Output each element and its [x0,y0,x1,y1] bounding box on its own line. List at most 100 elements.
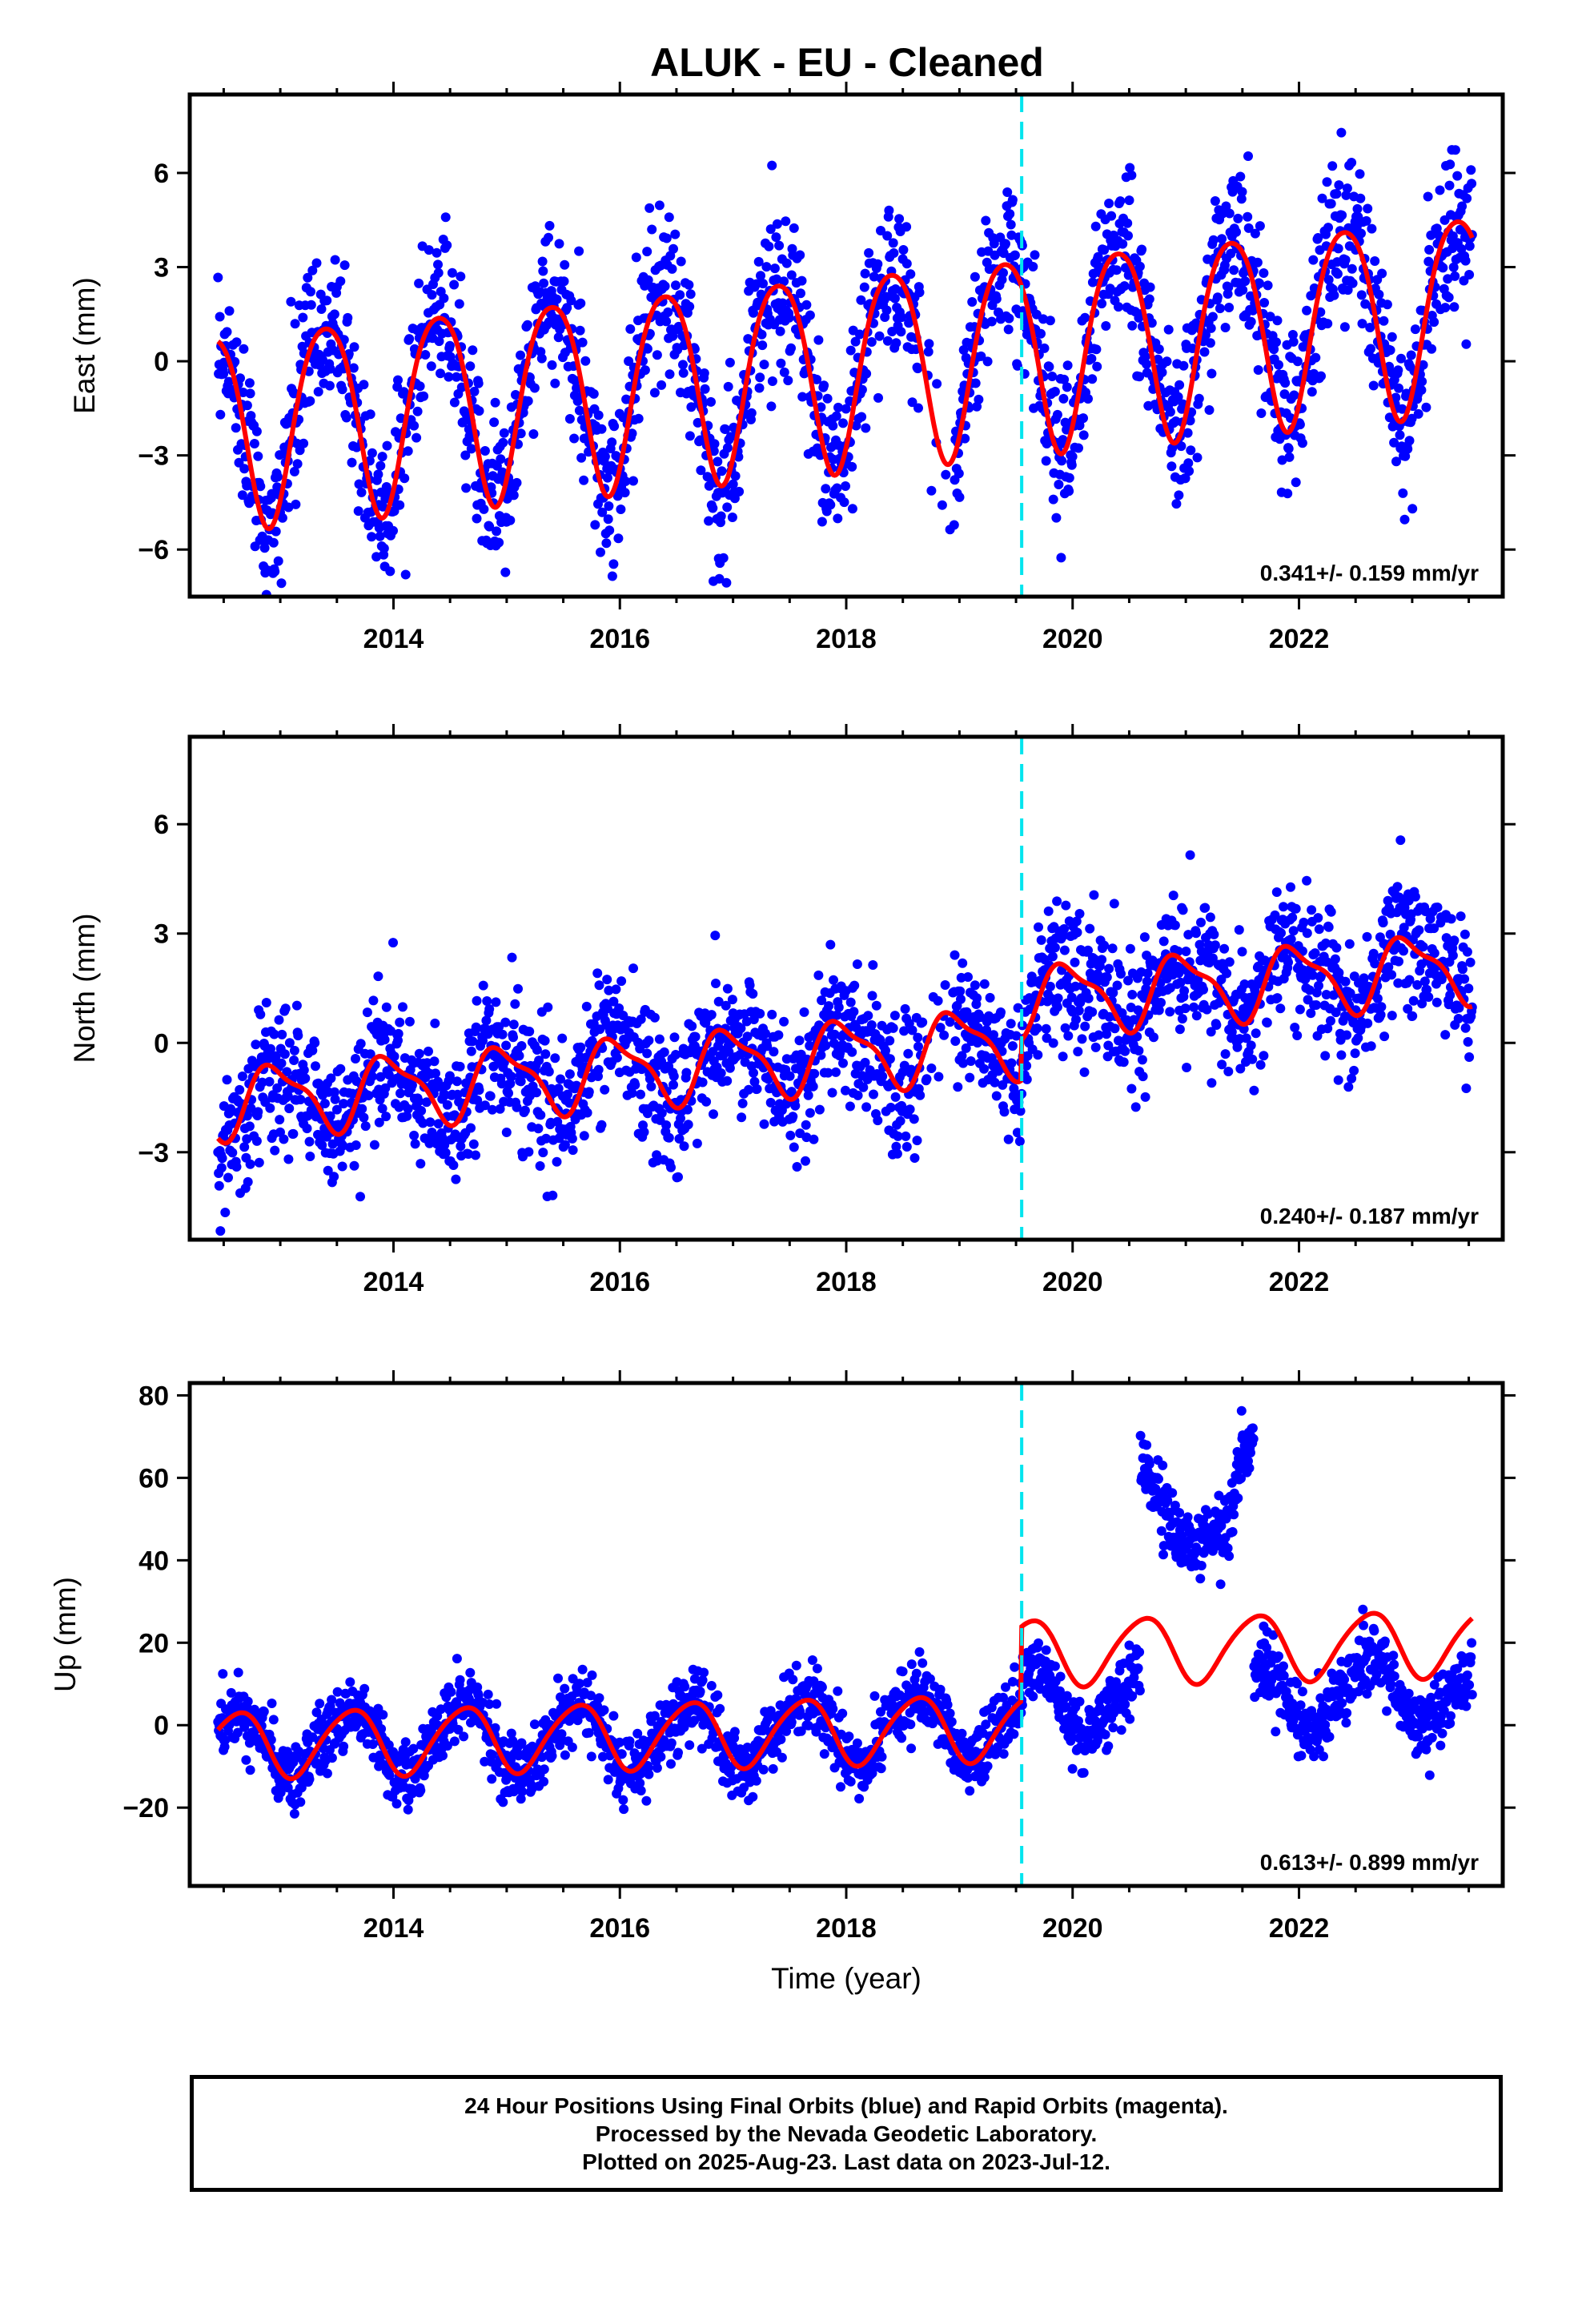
east-point [1223,282,1234,292]
north-point [644,1035,654,1046]
north-point [557,1033,568,1043]
north-point [833,1002,844,1012]
east-point [913,364,923,374]
up-point [487,1774,497,1784]
east-point [932,379,942,389]
east-plot-area [213,94,1477,597]
north-x-tick-label: 2022 [1269,1267,1330,1297]
east-point [242,400,252,411]
north-point [1061,900,1071,911]
north-point [329,1087,339,1097]
east-point [378,501,388,512]
east-point [466,444,476,454]
east-point [609,421,620,432]
east-point [239,344,249,354]
north-point [785,1071,795,1081]
north-point [1464,983,1474,994]
north-point [779,1016,789,1027]
north-point [972,993,982,1003]
north-point [921,1074,932,1084]
east-point [1370,256,1380,266]
east-point [516,428,526,439]
east-point [786,343,796,353]
up-point [608,1711,619,1721]
north-point [906,1064,917,1075]
east-point [1217,208,1227,219]
east-point [755,372,765,383]
north-point [1032,1023,1042,1033]
east-point [774,240,785,251]
north-point [888,1023,898,1033]
east-point [723,381,733,392]
north-point [553,1084,564,1094]
east-point [1339,322,1350,332]
east-point [1233,213,1243,223]
east-point [1445,159,1456,170]
north-point [970,980,980,991]
north-point [451,1174,461,1184]
east-point [894,214,905,224]
north-point [1272,993,1283,1003]
up-point [644,1769,654,1779]
east-point [268,537,279,548]
up-point [453,1724,464,1735]
east-point [367,532,377,542]
up-point [587,1670,597,1680]
north-point [244,1121,255,1132]
east-point [1038,314,1048,324]
north-point [1022,1051,1033,1061]
east-point [1332,269,1343,279]
north-point [785,1130,796,1140]
north-point [1235,1063,1246,1074]
east-point [608,559,619,569]
east-point [675,290,685,300]
north-point [407,1080,417,1090]
east-point [433,267,444,278]
north-point [274,1015,284,1025]
east-point [1336,127,1347,138]
north-point [953,1082,963,1092]
north-point [513,983,523,994]
east-point [1377,268,1387,279]
north-point [251,1136,262,1146]
east-point [442,240,452,251]
east-point [753,256,764,267]
east-point [1323,275,1334,285]
north-point [1217,1059,1227,1070]
north-point [661,1120,672,1130]
north-point [544,1067,554,1077]
north-point [935,1023,946,1033]
east-point [857,384,867,395]
north-point [1304,985,1315,995]
north-point [1454,1003,1464,1013]
east-point [516,350,525,360]
east-point [709,439,720,449]
east-point [1118,239,1128,249]
north-point [220,1208,231,1217]
east-point [678,360,688,370]
east-point [1311,352,1321,363]
up-point [586,1691,596,1701]
north-point [335,1063,346,1074]
east-point [1399,514,1410,525]
east-point [255,481,266,492]
up-point [553,1673,563,1683]
east-point [235,373,245,384]
north-point [737,1098,748,1108]
north-point [538,1148,548,1158]
north-point [873,1116,883,1126]
north-point [687,1021,697,1031]
east-point [1355,193,1366,203]
up-point [455,1675,465,1685]
north-point [1385,929,1395,939]
north-point [375,1072,386,1082]
east-point [379,543,389,553]
east-point [348,363,359,373]
north-point [1271,887,1282,897]
east-point [419,391,429,401]
east-point [1340,255,1351,265]
north-point [1196,917,1206,927]
east-point [960,433,970,444]
north-point [1207,1078,1217,1088]
